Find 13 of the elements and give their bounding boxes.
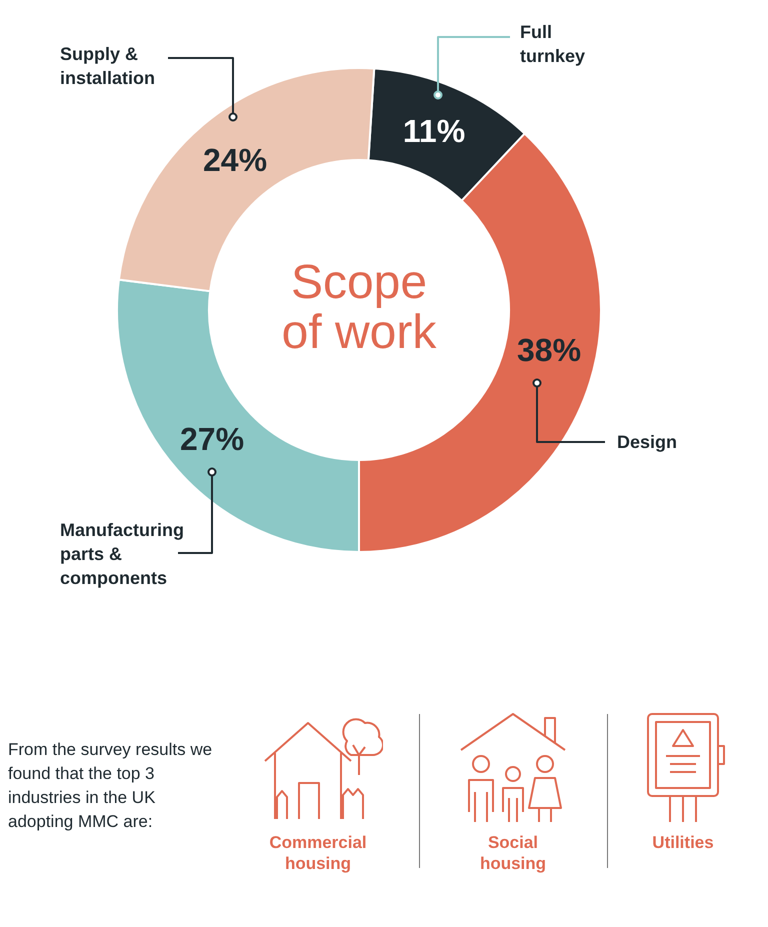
text: From the survey results we found that the top 3 industries in the UK adopting MMC are: (8, 739, 213, 833)
slice-label: Supply & installation (60, 44, 156, 88)
text: Commercial housing (268, 832, 368, 874)
text: Utilities (651, 832, 715, 853)
data-label: 38% (516, 332, 582, 368)
data-label: 27% (180, 420, 244, 457)
slice-label: Manufacturing parts & components (60, 520, 184, 588)
data-label: 11% (402, 112, 466, 149)
slice-label: Full turnkey (520, 22, 586, 66)
text: Social housing (478, 832, 548, 874)
slice-label: Design (617, 432, 678, 452)
text: Scope of work (282, 256, 438, 360)
data-label: 24% (202, 142, 268, 178)
